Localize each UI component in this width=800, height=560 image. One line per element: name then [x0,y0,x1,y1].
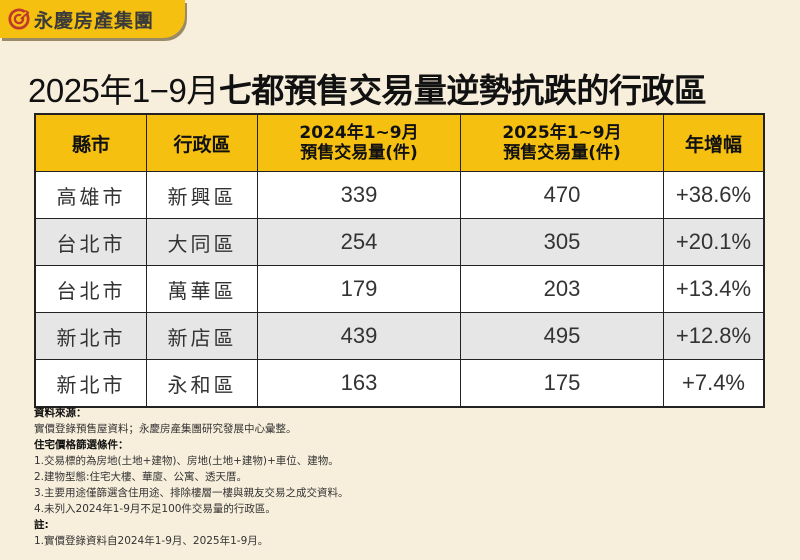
cell-growth: +12.8% [663,312,765,360]
header-2024: 2024年1~9月 預售交易量(件) [257,113,461,172]
cell-growth: +7.4% [663,359,765,408]
brand-bar: 永慶房產集團 [0,0,185,38]
cell-district: 大同區 [146,218,258,266]
header-2024-period: 2024年1~9月 [299,123,419,143]
header-2024-label: 預售交易量(件) [300,143,418,163]
table-row: 新北市 永和區 163 175 +7.4% [34,359,765,408]
table-row: 台北市 萬華區 179 203 +13.4% [34,265,765,313]
source-text: 實價登錄預售屋資料；永慶房產集團研究發展中心彙整。 [34,423,297,435]
cell-city: 台北市 [34,218,147,266]
table-row: 台北市 大同區 254 305 +20.1% [34,218,765,266]
cell-2024: 339 [257,171,461,219]
table-header-row: 縣市 行政區 2024年1~9月 預售交易量(件) 2025年1~9月 預售交易… [34,113,765,172]
cell-2025: 470 [460,171,664,219]
brand-name: 永慶房產集團 [34,9,155,32]
cell-2024: 254 [257,218,461,266]
cell-district: 永和區 [146,359,258,408]
cell-2025: 495 [460,312,664,360]
cell-district: 新店區 [146,312,258,360]
remark-heading: 註: [34,519,49,531]
criteria-item: 2.建物型態:住宅大樓、華廈、公寓、透天厝。 [34,471,248,483]
header-city: 縣市 [34,113,147,172]
criteria-item: 4.未列入2024年1-9月不足100件交易量的行政區。 [34,503,276,515]
footnotes: 資料來源： 實價登錄預售屋資料；永慶房產集團研究發展中心彙整。 住宅價格篩選條件… [34,405,349,549]
cell-city: 台北市 [34,265,147,313]
cell-2024: 163 [257,359,461,408]
district-sales-table: 縣市 行政區 2024年1~9月 預售交易量(件) 2025年1~9月 預售交易… [34,113,765,408]
cell-growth: +13.4% [663,265,765,313]
cell-city: 新北市 [34,359,147,408]
header-growth: 年增幅 [663,113,765,172]
header-2025-label: 預售交易量(件) [503,143,621,163]
page-title: 2025年1−9月七都預售交易量逆勢抗跌的行政區 [28,64,707,112]
cell-district: 萬華區 [146,265,258,313]
title-period: 2025年1−9月 [28,72,219,109]
cell-2024: 179 [257,265,461,313]
header-2025-period: 2025年1~9月 [502,123,622,143]
title-main: 七都預售交易量逆勢抗跌的行政區 [218,71,707,110]
remark-item: 1.實價登錄資料自2024年1-9月、2025年1-9月。 [34,535,269,547]
target-arrow-logo-icon [8,8,30,30]
cell-2025: 305 [460,218,664,266]
cell-2025: 175 [460,359,664,408]
cell-growth: +38.6% [663,171,765,219]
cell-city: 新北市 [34,312,147,360]
cell-growth: +20.1% [663,218,765,266]
source-heading: 資料來源： [34,407,87,419]
cell-district: 新興區 [146,171,258,219]
criteria-item: 3.主要用途僅篩選含住用途、排除樓層一樓與親友交易之成交資料。 [34,487,349,499]
criteria-item: 1.交易標的為房地(土地+建物)、房地(土地+建物)+車位、建物。 [34,455,339,467]
table-row: 新北市 新店區 439 495 +12.8% [34,312,765,360]
table-row: 高雄市 新興區 339 470 +38.6% [34,171,765,219]
header-2025: 2025年1~9月 預售交易量(件) [460,113,664,172]
cell-2025: 203 [460,265,664,313]
cell-2024: 439 [257,312,461,360]
cell-city: 高雄市 [34,171,147,219]
header-district: 行政區 [146,113,258,172]
criteria-heading: 住宅價格篩選條件： [34,439,129,451]
